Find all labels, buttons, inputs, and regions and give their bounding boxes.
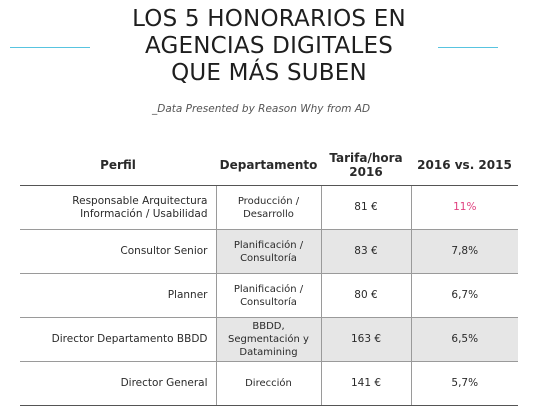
- cell-tarifa: 163 €: [320, 317, 411, 362]
- accent-line-left: [10, 47, 90, 48]
- cell-departamento: Producción / Desarrollo: [215, 185, 321, 230]
- cell-variacion: 6,7%: [410, 273, 518, 318]
- header-variacion: 2016 vs. 2015: [411, 144, 518, 186]
- cell-departamento: BBDD, Segmentación y Datamining: [215, 317, 321, 362]
- header-departamento: Departamento: [216, 144, 321, 186]
- cell-variacion: 5,7%: [410, 361, 518, 406]
- header-tarifa-line1: Tarifa/hora: [329, 150, 403, 165]
- dept-line1: Producción /: [237, 195, 300, 207]
- header-perfil: Perfil: [20, 144, 216, 186]
- table-row: Responsable Arquitectura Información / U…: [20, 185, 518, 230]
- cell-tarifa: 80 €: [320, 273, 411, 318]
- perfil-line2: Información / Usabilidad: [80, 207, 208, 220]
- table-row: Director Departamento BBDD BBDD, Segment…: [20, 317, 518, 362]
- dept-line1: Planificación /: [233, 283, 304, 295]
- cell-tarifa: 141 €: [320, 361, 411, 406]
- fees-table: Perfil Departamento Tarifa/hora 2016 201…: [20, 144, 518, 406]
- table-row: Consultor Senior Planificación / Consult…: [20, 229, 518, 274]
- title-line-3: QUE MÁS SUBEN: [171, 60, 367, 86]
- dept-line2: Datamining: [239, 347, 298, 358]
- cell-departamento: Planificación / Consultoría: [215, 229, 321, 274]
- perfil-line1: Responsable Arquitectura: [72, 194, 208, 207]
- cell-variacion: 7,8%: [410, 229, 518, 274]
- header-tarifa: Tarifa/hora 2016: [321, 144, 411, 186]
- table-header-row: Perfil Departamento Tarifa/hora 2016 201…: [20, 144, 518, 186]
- cell-variacion: 6,5%: [410, 317, 518, 362]
- cell-perfil: Consultor Senior: [20, 229, 216, 274]
- cell-departamento: Dirección: [215, 361, 321, 406]
- dept-line1: Planificación /: [233, 239, 304, 251]
- header-tarifa-line2: 2016: [349, 164, 383, 179]
- cell-departamento: Planificación / Consultoría: [215, 273, 321, 318]
- cell-tarifa: 81 €: [320, 185, 411, 230]
- title-line-2: AGENCIAS DIGITALES: [144, 33, 394, 59]
- page-title: LOS 5 HONORARIOS EN AGENCIAS DIGITALES Q…: [0, 6, 538, 87]
- cell-perfil: Director Departamento BBDD: [20, 317, 216, 362]
- source-caption: _Data Presented by Reason Why from AD: [152, 103, 371, 115]
- cell-perfil: Planner: [20, 273, 216, 318]
- cell-perfil: Responsable Arquitectura Información / U…: [20, 185, 216, 230]
- cell-tarifa: 83 €: [320, 229, 411, 274]
- dept-line2: Consultoría: [240, 252, 297, 264]
- accent-line-right: [438, 47, 498, 48]
- table-row: Director General Dirección 141 € 5,7%: [20, 361, 518, 406]
- title-line-1: LOS 5 HONORARIOS EN: [132, 6, 406, 32]
- dept-line1: BBDD, Segmentación y: [228, 321, 309, 345]
- cell-perfil: Director General: [20, 361, 216, 406]
- cell-variacion-highlight: 11%: [410, 185, 518, 230]
- dept-line2: Consultoría: [240, 296, 297, 308]
- dept-line2: Desarrollo: [243, 208, 294, 220]
- table-row: Planner Planificación / Consultoría 80 €…: [20, 273, 518, 318]
